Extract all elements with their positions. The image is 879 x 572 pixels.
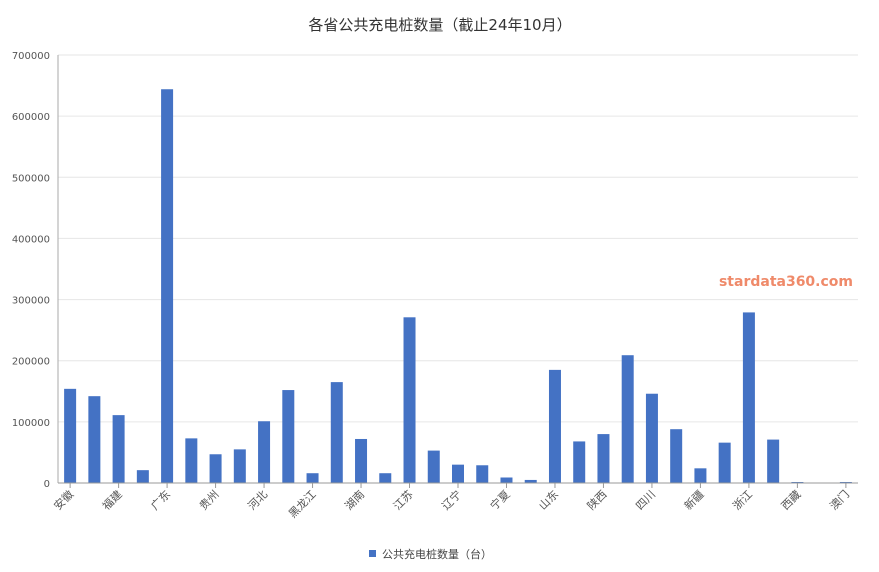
bar-河北 (258, 421, 271, 483)
bar-福建 (112, 415, 125, 483)
bar-辽宁 (452, 464, 464, 483)
bar-上海 (621, 355, 634, 483)
x-tick-label: 浙江 (730, 488, 755, 513)
x-tick-label: 广东 (148, 488, 173, 513)
bar-河南 (282, 390, 295, 483)
y-tick-label: 0 (44, 479, 50, 490)
x-tick-label: 辽宁 (439, 487, 464, 512)
bar-陕西 (597, 434, 610, 483)
x-tick-label: 陕西 (584, 487, 609, 512)
x-tick-label: 江苏 (391, 488, 416, 513)
bar-湖南 (355, 438, 368, 483)
y-tick-label: 100000 (12, 418, 50, 429)
bar-吉林 (379, 473, 392, 483)
x-tick-label: 澳门 (827, 487, 852, 512)
legend-swatch (369, 550, 376, 557)
bar-广东 (161, 89, 174, 484)
x-tick-label: 福建 (99, 487, 124, 512)
x-tick-label: 黑龙江 (286, 488, 319, 521)
y-tick-label: 300000 (12, 296, 50, 307)
bar-湖北 (330, 382, 343, 483)
chart-title: 各省公共充电桩数量（截止24年10月） (308, 16, 571, 34)
x-tick-label: 山东 (536, 488, 561, 513)
bar-内蒙古 (476, 465, 489, 483)
bar-山西 (573, 441, 586, 483)
bar-云南 (718, 442, 731, 483)
x-tick-label: 河北 (245, 488, 270, 513)
y-tick-label: 700000 (12, 51, 50, 62)
x-tick-label: 宁夏 (487, 487, 512, 512)
bar-安徽 (64, 388, 77, 483)
grid (58, 54, 858, 423)
bar-海南 (233, 449, 246, 483)
bar-宁夏 (500, 477, 513, 483)
bar-新疆 (694, 468, 707, 483)
bar-天津 (670, 429, 683, 483)
bar-江西 (427, 450, 440, 483)
bar-北京 (88, 396, 101, 483)
bar-浙江 (742, 312, 755, 483)
bar-贵州 (209, 454, 222, 483)
bar-青海 (524, 479, 537, 483)
bars (64, 89, 852, 484)
bar-黑龙江 (306, 473, 319, 483)
bar-江苏 (403, 317, 416, 483)
bar-甘肃 (136, 470, 149, 483)
y-tick-label: 600000 (12, 112, 50, 123)
y-tick-label: 500000 (12, 173, 50, 184)
x-tick-label: 西藏 (779, 488, 804, 513)
bar-重庆 (767, 439, 780, 483)
bar-四川 (645, 393, 658, 483)
x-tick-label: 安徽 (51, 487, 76, 512)
bar-山东 (548, 369, 561, 483)
y-tick-label: 400000 (12, 234, 50, 245)
legend[interactable]: 公共充电桩数量（台） (369, 547, 492, 561)
x-tick-label: 新疆 (681, 487, 706, 512)
bar-广西 (185, 438, 198, 483)
x-tick-label: 贵州 (197, 488, 222, 513)
x-tick-label: 湖南 (342, 488, 367, 513)
legend-label: 公共充电桩数量（台） (382, 547, 492, 561)
y-tick-label: 200000 (12, 357, 50, 368)
x-tick-label: 四川 (633, 488, 658, 513)
watermark: stardata360.com (719, 274, 853, 290)
